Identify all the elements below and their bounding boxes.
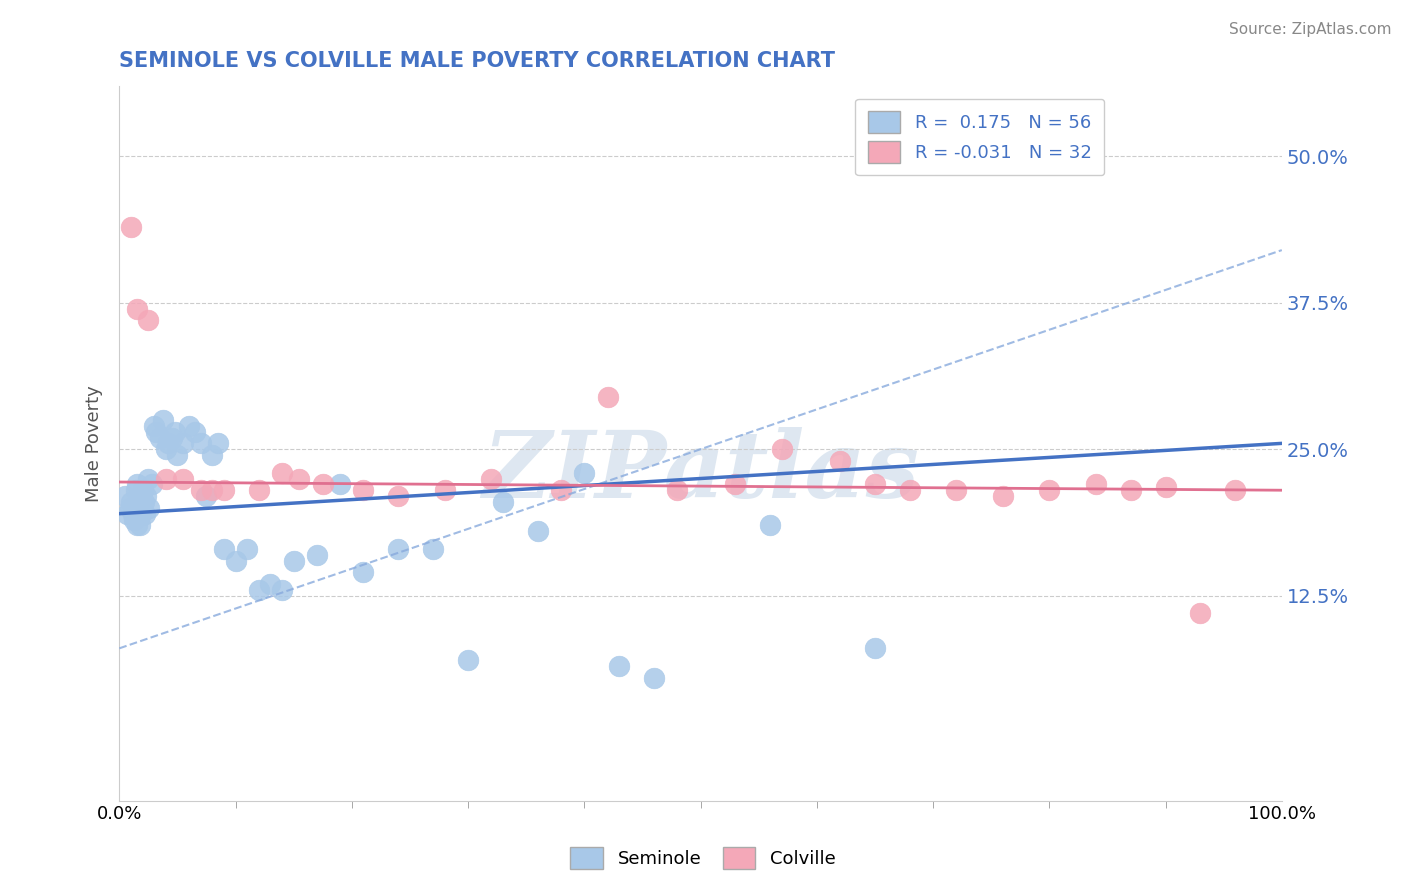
Point [155, 442, 177, 457]
Point [172, 436, 194, 450]
Point [145, 425, 167, 439]
Point [134, 507, 156, 521]
Point [165, 425, 187, 439]
Point [574, 466, 596, 480]
Point [724, 477, 747, 491]
Point [152, 413, 174, 427]
Point [155, 471, 177, 485]
Point [122, 507, 145, 521]
Point [207, 436, 229, 450]
Point [125, 477, 148, 491]
Point [283, 553, 305, 567]
Point [305, 548, 328, 562]
Point [141, 477, 163, 491]
Point [596, 390, 619, 404]
Point [135, 489, 157, 503]
Text: SEMINOLE VS COLVILLE MALE POVERTY CORRELATION CHART: SEMINOLE VS COLVILLE MALE POVERTY CORREL… [120, 51, 835, 70]
Point [1038, 483, 1060, 498]
Point [201, 483, 224, 498]
Point [312, 477, 335, 491]
Point [271, 582, 294, 597]
Point [190, 436, 212, 450]
Point [1225, 483, 1247, 498]
Point [352, 565, 374, 579]
Point [131, 507, 153, 521]
Point [129, 518, 152, 533]
Point [120, 219, 142, 234]
Point [526, 524, 548, 539]
Point [125, 301, 148, 316]
Point [117, 507, 139, 521]
Legend: Seminole, Colville: Seminole, Colville [561, 838, 845, 879]
Point [1154, 480, 1177, 494]
Point [128, 489, 150, 503]
Point [184, 425, 207, 439]
Point [177, 418, 200, 433]
Point [138, 500, 160, 515]
Point [607, 659, 630, 673]
Point [863, 641, 886, 656]
Point [212, 483, 235, 498]
Point [212, 541, 235, 556]
Point [138, 313, 160, 327]
Legend: R =  0.175   N = 56, R = -0.031   N = 32: R = 0.175 N = 56, R = -0.031 N = 32 [855, 99, 1104, 176]
Point [127, 500, 149, 515]
Point [120, 495, 142, 509]
Point [195, 489, 218, 503]
Point [143, 418, 166, 433]
Point [759, 518, 782, 533]
Point [433, 483, 456, 498]
Point [166, 448, 188, 462]
Point [422, 541, 444, 556]
Point [132, 495, 155, 509]
Y-axis label: Male Poverty: Male Poverty [86, 385, 103, 501]
Point [288, 471, 311, 485]
Point [1084, 477, 1107, 491]
Point [236, 541, 259, 556]
Point [114, 489, 136, 503]
Point [479, 471, 502, 485]
Point [457, 653, 479, 667]
Point [157, 436, 180, 450]
Text: Source: ZipAtlas.com: Source: ZipAtlas.com [1229, 22, 1392, 37]
Point [387, 489, 409, 503]
Point [259, 577, 281, 591]
Point [352, 483, 374, 498]
Point [945, 483, 967, 498]
Point [387, 541, 409, 556]
Point [190, 483, 212, 498]
Point [1119, 483, 1142, 498]
Point [770, 442, 793, 457]
Point [118, 500, 141, 515]
Point [160, 430, 183, 444]
Point [138, 471, 160, 485]
Point [124, 512, 146, 526]
Point [125, 518, 148, 533]
Point [643, 671, 665, 685]
Point [828, 454, 851, 468]
Text: ZIPatlas: ZIPatlas [482, 427, 920, 517]
Point [149, 430, 172, 444]
Point [550, 483, 572, 498]
Point [225, 553, 247, 567]
Point [247, 483, 270, 498]
Point [124, 483, 146, 498]
Point [666, 483, 689, 498]
Point [131, 483, 153, 498]
Point [492, 495, 515, 509]
Point [201, 448, 224, 462]
Point [247, 582, 270, 597]
Point [1189, 606, 1212, 620]
Point [172, 471, 194, 485]
Point [991, 489, 1014, 503]
Point [329, 477, 352, 491]
Point [863, 477, 886, 491]
Point [271, 466, 294, 480]
Point [898, 483, 921, 498]
